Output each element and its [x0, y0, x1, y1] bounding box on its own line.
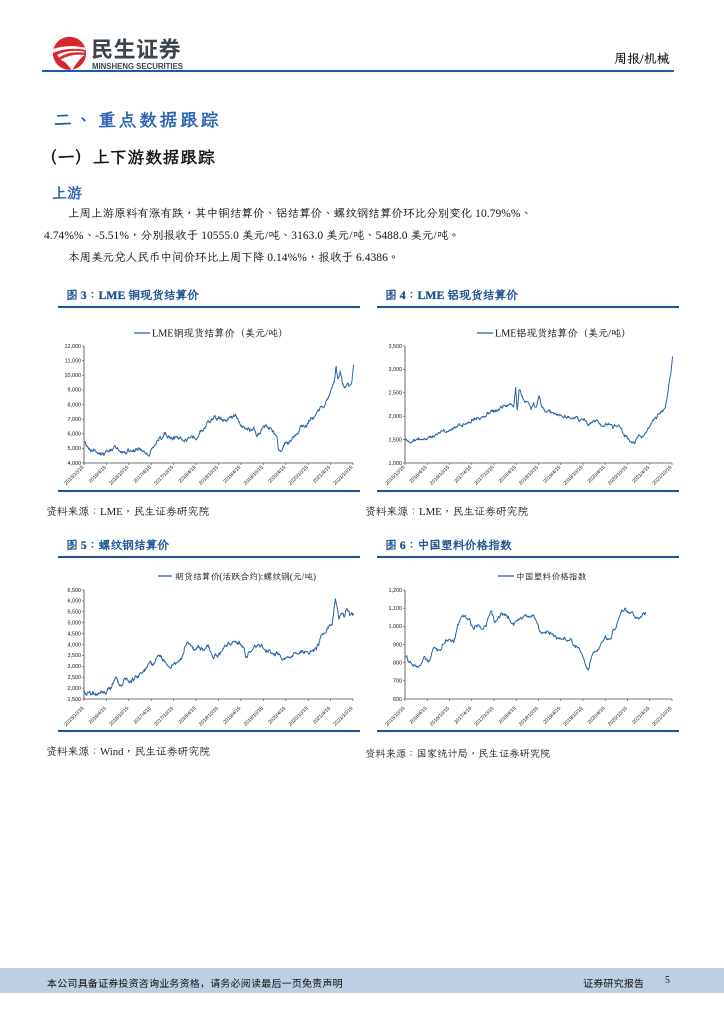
svg-text:2020/4/15: 2020/4/15	[267, 465, 287, 485]
svg-text:8,000: 8,000	[68, 402, 82, 408]
svg-text:2019/10/15: 2019/10/15	[562, 706, 584, 728]
svg-text:2021/10/15: 2021/10/15	[332, 706, 354, 728]
svg-text:7,000: 7,000	[68, 417, 82, 423]
svg-text:9,000: 9,000	[68, 388, 82, 394]
svg-text:2017/4/15: 2017/4/15	[133, 706, 153, 726]
svg-text:700: 700	[393, 679, 402, 685]
svg-text:4,000: 4,000	[68, 461, 82, 467]
svg-text:2017/4/15: 2017/4/15	[133, 465, 153, 485]
svg-text:5,500: 5,500	[68, 610, 82, 616]
svg-text:2016/4/15: 2016/4/15	[409, 706, 429, 726]
svg-text:2018/10/15: 2018/10/15	[518, 706, 540, 728]
svg-text:10,000: 10,000	[65, 373, 82, 379]
svg-text:2020/10/15: 2020/10/15	[607, 465, 629, 487]
svg-text:6,000: 6,000	[68, 599, 82, 605]
svg-text:2015/10/15: 2015/10/15	[384, 706, 406, 728]
svg-text:2,500: 2,500	[68, 675, 82, 681]
svg-text:2,500: 2,500	[389, 391, 403, 397]
svg-text:600: 600	[393, 697, 402, 703]
svg-text:2016/4/15: 2016/4/15	[88, 465, 108, 485]
svg-text:2020/10/15: 2020/10/15	[607, 706, 629, 728]
svg-text:6,500: 6,500	[68, 588, 82, 594]
svg-text:2021/4/15: 2021/4/15	[312, 706, 332, 726]
svg-text:2,000: 2,000	[68, 686, 82, 692]
svg-text:2017/10/15: 2017/10/15	[473, 465, 495, 487]
svg-text:2017/4/15: 2017/4/15	[453, 465, 473, 485]
svg-text:LME铜现货结算价（美元/吨）: LME铜现货结算价（美元/吨）	[152, 326, 288, 340]
svg-text:2020/4/15: 2020/4/15	[587, 465, 607, 485]
svg-text:2019/4/15: 2019/4/15	[222, 465, 242, 485]
svg-text:2018/10/15: 2018/10/15	[198, 706, 220, 728]
svg-text:1,100: 1,100	[389, 606, 403, 612]
svg-text:2019/10/15: 2019/10/15	[243, 465, 265, 487]
svg-text:2018/4/15: 2018/4/15	[178, 706, 198, 726]
svg-text:2021/10/15: 2021/10/15	[651, 706, 673, 728]
svg-text:1,000: 1,000	[389, 624, 403, 630]
svg-text:1,500: 1,500	[389, 437, 403, 443]
svg-text:2016/10/15: 2016/10/15	[108, 465, 130, 487]
svg-text:1,500: 1,500	[68, 697, 82, 703]
svg-text:2019/4/15: 2019/4/15	[542, 465, 562, 485]
svg-text:2021/4/15: 2021/4/15	[631, 706, 651, 726]
svg-text:900: 900	[393, 642, 402, 648]
svg-text:2016/10/15: 2016/10/15	[429, 465, 451, 487]
svg-text:3,000: 3,000	[389, 367, 403, 373]
svg-text:LME铝现货结算价（美元/吨）: LME铝现货结算价（美元/吨）	[495, 326, 631, 340]
svg-text:12,000: 12,000	[65, 344, 82, 350]
svg-text:800: 800	[393, 660, 402, 666]
svg-text:2016/10/15: 2016/10/15	[108, 706, 130, 728]
svg-text:1,200: 1,200	[389, 588, 403, 594]
svg-text:2021/10/15: 2021/10/15	[651, 465, 673, 487]
svg-text:4,000: 4,000	[68, 642, 82, 648]
svg-text:5,000: 5,000	[68, 446, 82, 452]
svg-text:3,500: 3,500	[68, 653, 82, 659]
svg-text:期货结算价(活跃合约):螺纹钢(元/吨): 期货结算价(活跃合约):螺纹钢(元/吨)	[175, 571, 316, 583]
svg-text:2016/4/15: 2016/4/15	[409, 465, 429, 485]
svg-text:2016/4/15: 2016/4/15	[88, 706, 108, 726]
svg-text:2019/10/15: 2019/10/15	[243, 706, 265, 728]
svg-text:2017/4/15: 2017/4/15	[453, 706, 473, 726]
svg-text:2017/10/15: 2017/10/15	[473, 706, 495, 728]
svg-text:2020/4/15: 2020/4/15	[267, 706, 287, 726]
svg-text:4,500: 4,500	[68, 631, 82, 637]
svg-text:2018/4/15: 2018/4/15	[498, 465, 518, 485]
svg-text:2018/10/15: 2018/10/15	[518, 465, 540, 487]
svg-text:2015/10/15: 2015/10/15	[63, 465, 85, 487]
svg-text:2015/10/15: 2015/10/15	[63, 706, 85, 728]
svg-text:2,000: 2,000	[389, 414, 403, 420]
svg-text:5,000: 5,000	[68, 621, 82, 627]
svg-text:1,000: 1,000	[389, 461, 403, 467]
svg-text:2019/4/15: 2019/4/15	[542, 706, 562, 726]
svg-text:11,000: 11,000	[65, 358, 81, 364]
svg-text:2020/10/15: 2020/10/15	[288, 706, 310, 728]
svg-text:中国塑料价格指数: 中国塑料价格指数	[516, 571, 587, 583]
svg-text:2017/10/15: 2017/10/15	[153, 706, 175, 728]
svg-text:2019/4/15: 2019/4/15	[222, 706, 242, 726]
svg-text:2018/10/15: 2018/10/15	[198, 465, 220, 487]
svg-text:2019/10/15: 2019/10/15	[562, 465, 584, 487]
svg-text:2021/4/15: 2021/4/15	[631, 465, 651, 485]
svg-text:2020/10/15: 2020/10/15	[288, 465, 310, 487]
svg-text:2020/4/15: 2020/4/15	[587, 706, 607, 726]
svg-text:2021/10/15: 2021/10/15	[332, 465, 354, 487]
svg-text:2018/4/15: 2018/4/15	[498, 706, 518, 726]
svg-text:2016/10/15: 2016/10/15	[429, 706, 451, 728]
svg-text:2015/10/15: 2015/10/15	[384, 465, 406, 487]
svg-text:2021/4/15: 2021/4/15	[312, 465, 332, 485]
svg-text:6,000: 6,000	[68, 432, 82, 438]
svg-text:3,500: 3,500	[389, 344, 403, 350]
svg-text:2017/10/15: 2017/10/15	[153, 465, 175, 487]
svg-text:2018/4/15: 2018/4/15	[178, 465, 198, 485]
svg-text:3,000: 3,000	[68, 664, 82, 670]
